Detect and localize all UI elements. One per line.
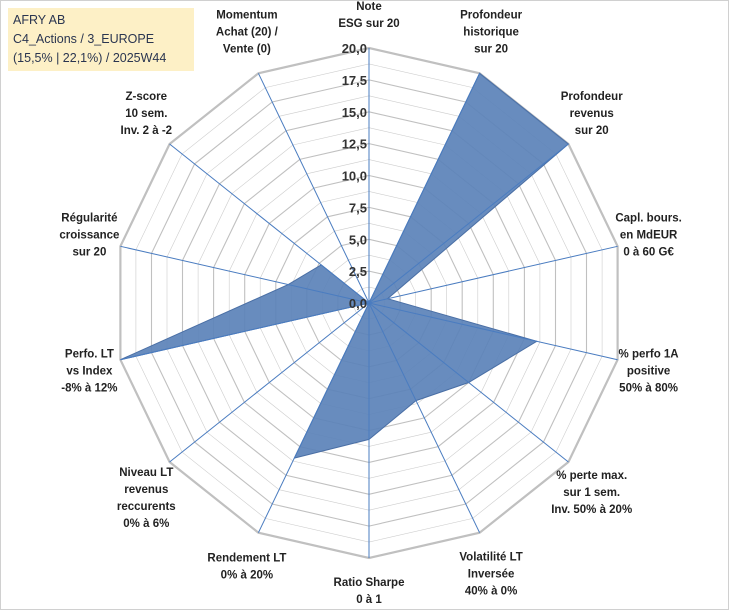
- axis-label: Momentum Achat (20) / Vente (0): [216, 10, 279, 56]
- axis-spoke: [169, 143, 370, 304]
- axis-label: Z-score 10 sem. Inv. 2 à -2: [121, 91, 173, 137]
- tick-label: 20,0: [342, 41, 367, 56]
- axis-label-line: Inversée: [468, 569, 515, 581]
- axis-label-line: % perfo 1A: [619, 349, 679, 361]
- axis-spoke: [120, 245, 370, 304]
- axis-label: Niveau LT revenus reccurents 0% à 6%: [117, 467, 176, 530]
- axis-spoke: [257, 302, 370, 533]
- axis-label-line: Inv. 50% à 20%: [551, 504, 632, 516]
- axis-label-line: 0% à 20%: [221, 569, 273, 581]
- axis-label: Capl. bours. en MdEUR 0 à 60 G€: [615, 212, 681, 258]
- tick-label: 15,0: [342, 105, 367, 120]
- axis-label: Rendement LT 0% à 20%: [207, 552, 286, 581]
- axis-label-line: Ratio Sharpe: [334, 577, 405, 589]
- tick-label: 2,5: [349, 264, 367, 279]
- tick-label: 0,0: [349, 296, 367, 311]
- tick-label: 10,0: [342, 169, 367, 184]
- axis-label-line: 10 sem.: [125, 108, 167, 120]
- performance-period: (15,5% | 22,1%) / 2025W44: [13, 51, 167, 65]
- axis-label-line: Achat (20) /: [216, 27, 279, 39]
- axis-label-line: ESG sur 20: [338, 18, 399, 30]
- axis-label: Profondeur revenus sur 20: [561, 91, 623, 137]
- axis-label-line: Inv. 2 à -2: [121, 125, 173, 137]
- axis-label-line: 50% à 80%: [619, 383, 678, 395]
- axis-spoke: [368, 302, 618, 361]
- company-name: AFRY AB: [13, 13, 66, 27]
- axis-label: Profondeur historique sur 20: [460, 10, 522, 56]
- axis-label-line: reccurents: [117, 501, 176, 513]
- radar-tick-labels: 0,0 2,5 5,0 7,5 10,0 12,5 15,0 17,5 20,0: [342, 41, 367, 311]
- axis-label-line: Volatilité LT: [459, 552, 522, 564]
- axis-label-line: revenus: [570, 108, 614, 120]
- axis-spoke: [169, 302, 370, 463]
- axis-label-line: -8% à 12%: [61, 383, 117, 395]
- axis-label-line: Niveau LT: [119, 467, 173, 479]
- axis-label-line: vs Index: [66, 366, 113, 378]
- axis-label: Note ESG sur 20: [338, 1, 399, 30]
- tick-label: 5,0: [349, 232, 367, 247]
- axis-label-line: sur 20: [474, 44, 508, 56]
- tick-label: 17,5: [342, 73, 367, 88]
- axis-spoke: [368, 302, 569, 463]
- axis-spoke: [120, 302, 370, 361]
- axis-spoke: [368, 73, 481, 304]
- axis-label-line: en MdEUR: [620, 229, 678, 241]
- axis-label-line: Régularité: [61, 212, 117, 224]
- axis-label: Volatilité LT Inversée 40% à 0%: [459, 552, 522, 598]
- radar-spokes: [120, 48, 618, 558]
- tick-label: 12,5: [342, 137, 367, 152]
- axis-spoke: [368, 143, 569, 304]
- axis-label-line: 0 à 60 G€: [623, 246, 674, 258]
- tick-label: 7,5: [349, 200, 367, 215]
- axis-spoke: [368, 245, 618, 304]
- axis-label-line: Rendement LT: [207, 552, 286, 564]
- axis-label-line: sur 20: [575, 125, 609, 137]
- axis-label-line: Vente (0): [223, 44, 271, 56]
- axis-label-line: 0% à 6%: [123, 518, 169, 530]
- axis-label-line: sur 1 sem.: [563, 487, 620, 499]
- axis-label-line: 40% à 0%: [465, 586, 517, 598]
- axis-label-line: croissance: [59, 229, 119, 241]
- axis-label: Perfo. LT vs Index -8% à 12%: [61, 349, 117, 395]
- axis-label-line: Capl. bours.: [615, 212, 681, 224]
- axis-spoke: [368, 302, 481, 533]
- axis-label-line: Z-score: [126, 91, 168, 103]
- info-box: AFRY AB C4_Actions / 3_EUROPE (15,5% | 2…: [8, 8, 194, 71]
- axis-label: Ratio Sharpe 0 à 1: [334, 577, 405, 606]
- radar-axis-labels: Note ESG sur 20 Profondeur historique sur 20…: [59, 1, 681, 606]
- axis-label-line: sur 20: [72, 246, 106, 258]
- axis-label-line: revenus: [124, 484, 168, 496]
- axis-label-line: positive: [627, 366, 670, 378]
- axis-label-line: Profondeur: [561, 91, 623, 103]
- axis-spoke: [257, 73, 370, 304]
- axis-label: % perte max. sur 1 sem. Inv. 50% à 20%: [551, 470, 632, 516]
- portfolio-category: C4_Actions / 3_EUROPE: [13, 32, 155, 46]
- axis-label: % perfo 1A positive 50% à 80%: [619, 349, 679, 395]
- axis-label-line: Momentum: [216, 10, 277, 22]
- axis-label-line: Perfo. LT: [65, 349, 114, 361]
- axis-label-line: historique: [463, 27, 519, 39]
- axis-label: Régularité croissance sur 20: [59, 212, 119, 258]
- axis-label-line: Note: [356, 1, 382, 13]
- series-area: [120, 72, 570, 459]
- axis-label-line: 0 à 1: [356, 594, 382, 606]
- axis-label-line: Profondeur: [460, 10, 522, 22]
- axis-label-line: % perte max.: [556, 470, 627, 482]
